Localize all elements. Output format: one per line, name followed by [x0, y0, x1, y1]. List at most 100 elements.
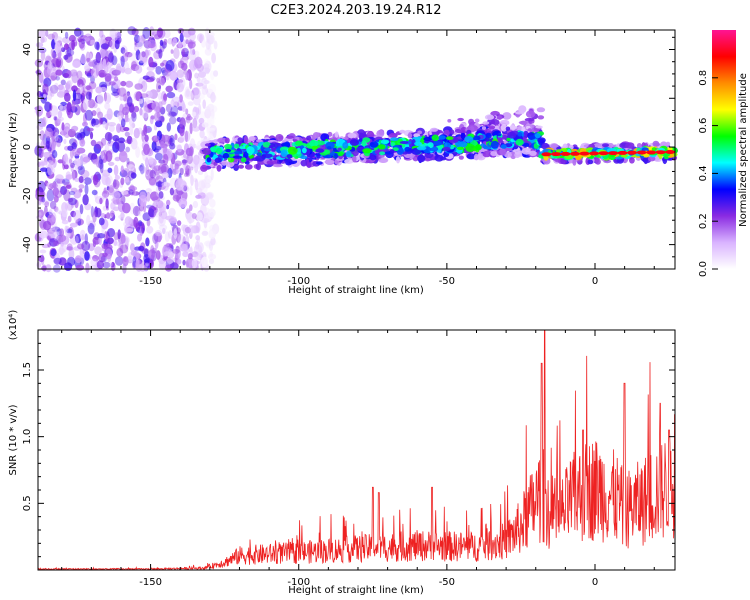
noise-blob: [84, 109, 93, 121]
signal-blob: [256, 139, 263, 143]
noise-blob: [84, 251, 90, 261]
noise-blob: [127, 26, 136, 36]
noise-blob: [138, 35, 143, 43]
signal-blob: [457, 146, 464, 150]
signal-blob: [625, 142, 635, 149]
noise-blob: [191, 87, 200, 96]
signal-blob: [243, 135, 248, 144]
noise-blob: [74, 233, 82, 244]
noise-blob: [119, 95, 124, 101]
spectrogram-frame: [37, 29, 676, 270]
noise-blob: [121, 168, 131, 178]
noise-blob: [61, 219, 69, 225]
noise-blob: [93, 143, 102, 154]
noise-blob: [42, 264, 47, 272]
signal-blob: [300, 159, 308, 167]
noise-blob: [41, 117, 47, 127]
noise-blob: [99, 117, 103, 125]
noise-blob: [189, 122, 193, 135]
noise-blob: [102, 252, 108, 257]
noise-blob: [210, 169, 214, 181]
noise-blob: [74, 255, 82, 264]
signal-blob: [327, 146, 332, 150]
noise-blob: [211, 52, 217, 64]
signal-blob: [587, 159, 594, 165]
noise-blob: [123, 127, 130, 132]
noise-blob: [124, 216, 133, 226]
noise-blob: [55, 209, 63, 214]
noise-blob: [53, 195, 59, 203]
noise-blob: [142, 27, 151, 39]
noise-blob: [53, 257, 62, 265]
noise-blob: [44, 127, 54, 139]
signal-blob: [237, 137, 243, 143]
signal-blob: [317, 140, 325, 146]
signal-blob: [344, 158, 354, 164]
signal-blob: [523, 142, 530, 147]
noise-blob: [56, 137, 62, 148]
noise-blob: [92, 118, 100, 126]
signal-peak: [646, 150, 657, 155]
signal-peak: [551, 152, 561, 157]
signal-blob: [388, 132, 398, 138]
noise-blob: [209, 198, 216, 208]
noise-blob: [112, 78, 121, 90]
noise-blob: [97, 111, 104, 119]
noise-blob: [96, 93, 104, 105]
noise-blob: [187, 101, 194, 106]
signal-blob: [602, 143, 609, 148]
noise-blob: [196, 33, 205, 42]
noise-blob: [51, 212, 57, 223]
snr-multiplier: (x10⁴): [8, 310, 19, 341]
noise-blob: [84, 183, 89, 196]
noise-blob: [153, 135, 160, 141]
noise-blob: [101, 243, 109, 249]
noise-blob: [37, 180, 46, 193]
noise-blob: [143, 258, 151, 264]
noise-blob: [163, 93, 168, 102]
signal-peak: [579, 151, 590, 156]
noise-blob: [104, 92, 112, 104]
noise-blob: [195, 82, 204, 87]
noise-blob: [158, 191, 164, 199]
noise-blob: [139, 163, 145, 175]
figure-title: C2E3.2024.203.19.24.R12: [270, 3, 441, 18]
signal-blob: [430, 127, 439, 132]
noise-blob: [116, 112, 124, 120]
noise-blob: [179, 126, 185, 137]
noise-blob: [95, 207, 102, 218]
signal-blob: [275, 134, 284, 142]
noise-blob: [181, 62, 188, 71]
noise-blob: [41, 196, 46, 203]
signal-blob: [482, 121, 490, 125]
noise-blob: [95, 141, 104, 150]
signal-blob: [457, 117, 464, 122]
noise-blob: [186, 113, 191, 119]
noise-blob: [178, 136, 185, 143]
noise-blob: [184, 226, 191, 234]
noise-blob: [57, 159, 64, 164]
noise-blob: [192, 126, 200, 132]
noise-blob: [196, 187, 203, 194]
signal-blob: [449, 129, 455, 135]
snr-ticks: -150 -100 -50 0 0.5 1.0 1.5: [22, 330, 675, 588]
noise-blob: [145, 90, 153, 99]
noise-blob: [83, 177, 92, 185]
noise-blob: [191, 213, 197, 219]
noise-blob: [63, 138, 67, 145]
noise-blob: [169, 216, 177, 226]
noise-blob: [82, 98, 89, 111]
signal-blob: [524, 117, 535, 122]
noise-blob: [53, 36, 63, 45]
noise-blob: [195, 235, 201, 241]
signal-blob: [537, 115, 545, 120]
noise-blob: [55, 174, 64, 182]
noise-blob: [85, 91, 92, 100]
noise-blob: [209, 116, 216, 121]
noise-blob: [160, 62, 165, 67]
noise-blob: [159, 166, 168, 174]
signal-blob: [423, 136, 432, 142]
spectrogram-ticks: -150 -100 -50 0 -40 -20 0 20 40: [22, 30, 675, 287]
signal-blob: [335, 143, 340, 147]
noise-blob: [51, 52, 58, 59]
